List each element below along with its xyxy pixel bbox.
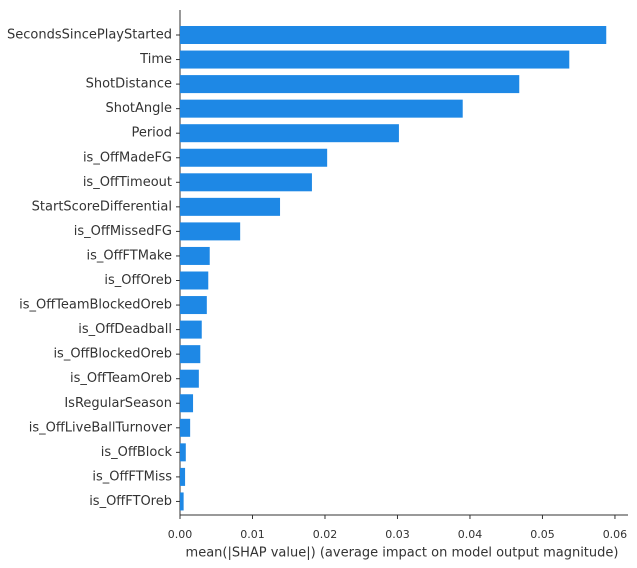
y-tick-label: is_OffFTMake <box>86 248 172 263</box>
y-tick-label: StartScoreDifferential <box>32 199 172 214</box>
y-tick-label: is_OffMadeFG <box>83 150 172 165</box>
y-tick-label: ShotAngle <box>105 101 172 116</box>
y-tick-label: is_OffTeamOreb <box>70 371 172 386</box>
x-tick-label: 0.02 <box>313 528 338 541</box>
bar <box>180 197 281 216</box>
bar <box>180 418 191 437</box>
bar <box>180 296 207 315</box>
y-tick-label: is_OffTeamBlockedOreb <box>19 298 172 313</box>
bar <box>180 148 328 167</box>
bar <box>180 173 312 192</box>
bar <box>180 320 202 339</box>
bar <box>180 345 201 364</box>
y-tick-label: Time <box>139 52 172 67</box>
y-tick-label: is_OffTimeout <box>83 175 172 190</box>
y-tick-label: is_OffLiveBallTurnover <box>29 420 173 435</box>
y-tick-label: is_OffBlockedOreb <box>53 347 172 362</box>
x-tick-label: 0.00 <box>168 528 193 541</box>
bar <box>180 26 607 44</box>
y-tick-label: is_OffBlock <box>101 445 173 460</box>
bar <box>180 50 570 69</box>
y-tick-label: is_OffFTOreb <box>89 494 172 509</box>
y-tick-label: is_OffFTMiss <box>92 469 172 484</box>
bar <box>180 75 520 94</box>
bar <box>180 443 186 462</box>
x-tick-label: 0.05 <box>530 528 555 541</box>
bar <box>180 246 210 265</box>
y-tick-label: SecondsSincePlayStarted <box>7 28 172 43</box>
y-tick-label: Period <box>131 126 172 141</box>
bar <box>180 222 241 241</box>
y-tick-label: is_OffOreb <box>104 273 172 288</box>
bar <box>180 124 399 143</box>
y-tick-label: ShotDistance <box>86 77 172 92</box>
x-tick-label: 0.04 <box>458 528 483 541</box>
x-tick-label: 0.06 <box>603 528 628 541</box>
bar <box>180 369 199 388</box>
bar <box>180 394 194 413</box>
x-tick-label: 0.03 <box>385 528 410 541</box>
y-tick-label: IsRegularSeason <box>64 396 172 411</box>
bar <box>180 271 209 290</box>
x-axis-label: mean(|SHAP value|) (average impact on mo… <box>186 546 619 561</box>
bar <box>180 492 184 511</box>
x-tick-label: 0.01 <box>240 528 265 541</box>
bar <box>180 99 463 118</box>
y-tick-label: is_OffDeadball <box>78 322 172 337</box>
y-tick-label: is_OffMissedFG <box>74 224 172 239</box>
bar <box>180 467 186 486</box>
